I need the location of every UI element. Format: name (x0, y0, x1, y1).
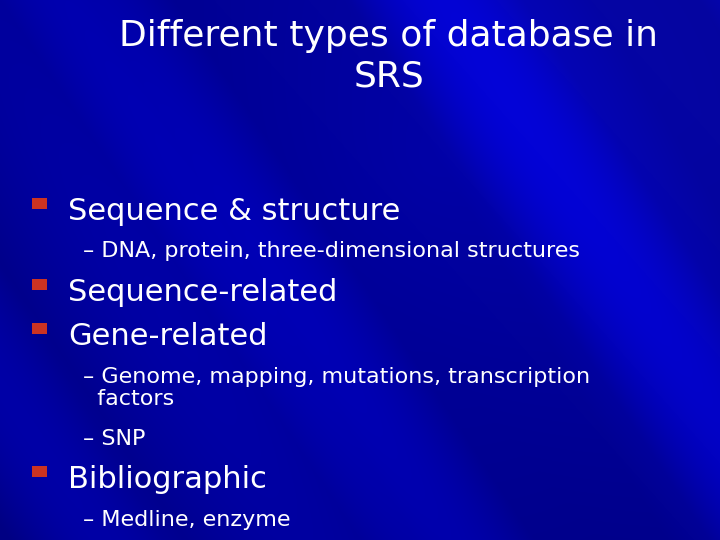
Text: Sequence & structure: Sequence & structure (68, 197, 401, 226)
FancyBboxPatch shape (32, 279, 47, 290)
Text: Different types of database in
SRS: Different types of database in SRS (120, 19, 658, 93)
FancyBboxPatch shape (32, 198, 47, 209)
Text: Bibliographic: Bibliographic (68, 465, 267, 495)
Text: Sequence-related: Sequence-related (68, 278, 338, 307)
FancyBboxPatch shape (32, 466, 47, 477)
Text: – Genome, mapping, mutations, transcription
  factors: – Genome, mapping, mutations, transcript… (83, 367, 590, 409)
Text: Gene-related: Gene-related (68, 322, 268, 352)
Text: – DNA, protein, three-dimensional structures: – DNA, protein, three-dimensional struct… (83, 241, 580, 261)
FancyBboxPatch shape (32, 323, 47, 334)
Text: – Medline, enzyme: – Medline, enzyme (83, 510, 290, 530)
Text: – SNP: – SNP (83, 429, 145, 449)
